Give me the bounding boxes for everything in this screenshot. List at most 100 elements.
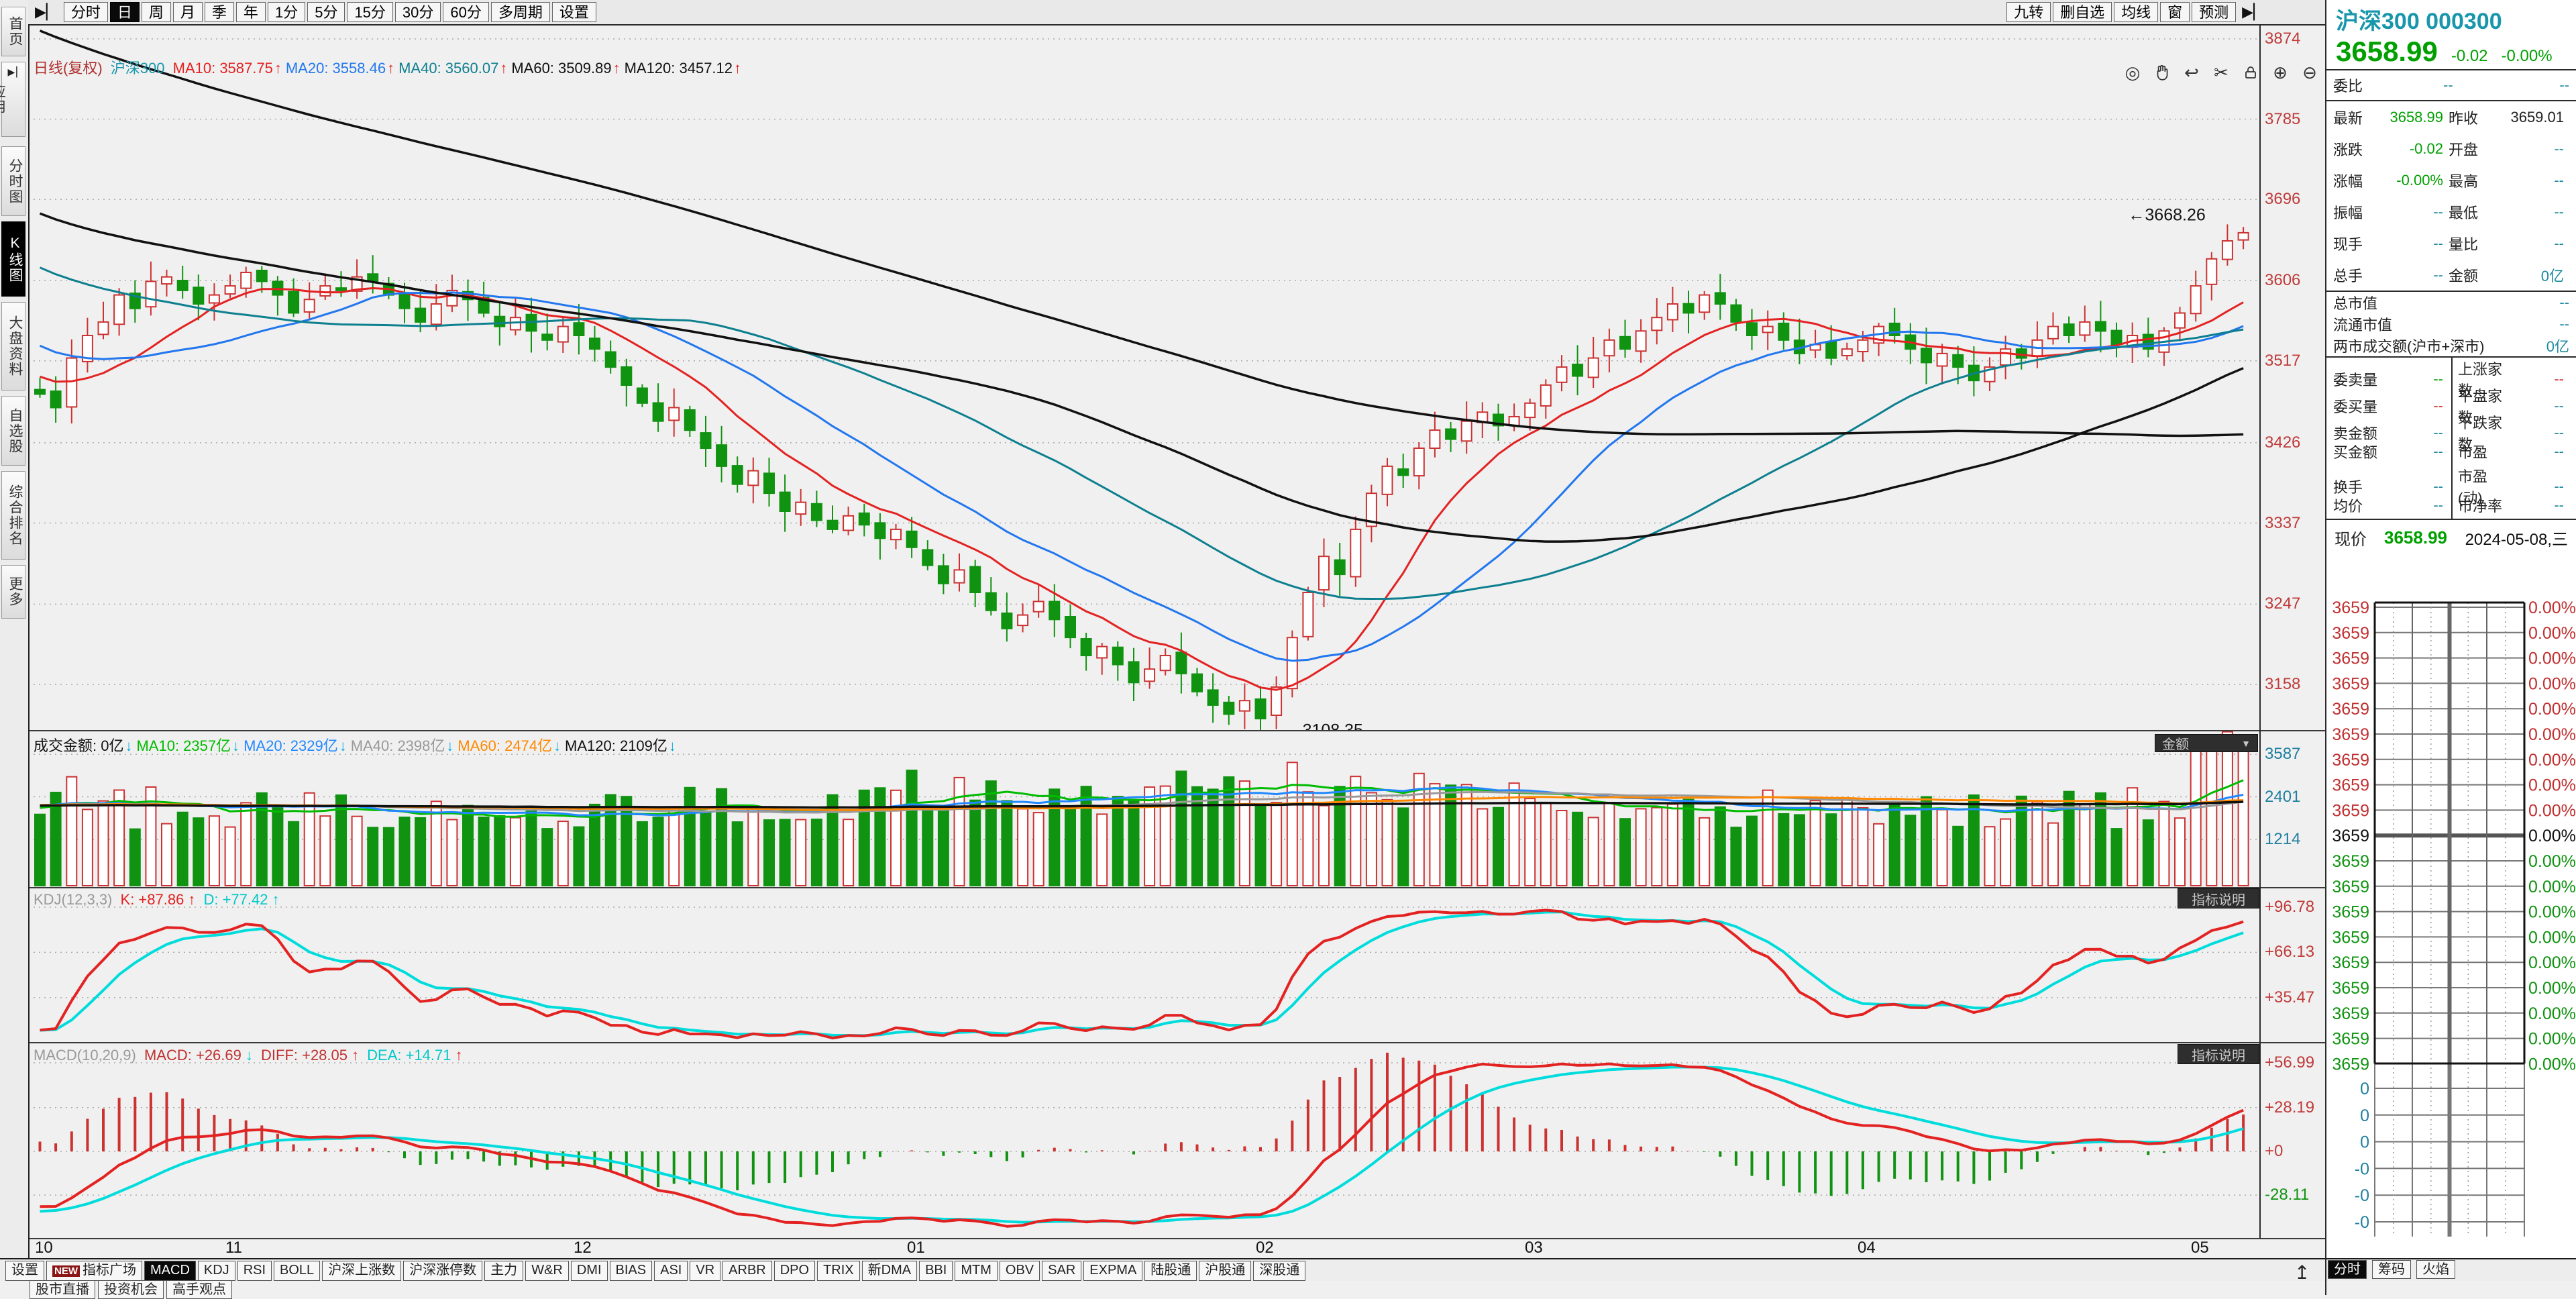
- quote-row: 卖金额 -- 下跌家数 --: [2333, 415, 2564, 453]
- hand-icon[interactable]: [2153, 63, 2171, 82]
- period-button-5分[interactable]: 5分: [307, 2, 345, 22]
- axis-tick-label: 1214: [2265, 830, 2301, 849]
- undo-icon[interactable]: ↩: [2184, 62, 2199, 83]
- macd-chart[interactable]: [28, 1042, 2259, 1238]
- kdj-pane-divider: [28, 887, 2325, 888]
- collapse-up-icon[interactable]: ↥: [2294, 1262, 2310, 1283]
- month-tick-10: 10: [35, 1239, 53, 1257]
- indicator-tab-ARBR[interactable]: ARBR: [722, 1261, 772, 1281]
- quote-panel: 沪深300 000300 3658.99 -0.02 -0.00% 委比 -- …: [2326, 0, 2576, 1258]
- last-price: 3658.99: [2336, 36, 2438, 67]
- zoom-in-icon[interactable]: ⊕: [2273, 62, 2288, 83]
- indicator-tab-SAR[interactable]: SAR: [1042, 1261, 1082, 1281]
- down-arrow-icon: ↓: [125, 737, 133, 754]
- volume-chart[interactable]: [28, 730, 2259, 887]
- secondary-tab-1[interactable]: 投资机会: [98, 1280, 164, 1299]
- eye-icon[interactable]: ◎: [2125, 62, 2141, 83]
- diff-value: DIFF: +28.05: [261, 1047, 348, 1063]
- svg-text:3659: 3659: [2332, 928, 2369, 947]
- scissors-icon[interactable]: ✂: [2214, 62, 2229, 83]
- indicator-tab-TRIX[interactable]: TRIX: [817, 1261, 860, 1281]
- svg-text:0.00%: 0.00%: [2528, 700, 2576, 719]
- svg-text:3659: 3659: [2332, 700, 2369, 719]
- sidebar-item-7[interactable]: 更多: [1, 565, 25, 619]
- period-button-季[interactable]: 季: [204, 2, 234, 22]
- indicator-tab-MTM[interactable]: MTM: [955, 1261, 998, 1281]
- sidebar-item-1[interactable]: ▶▏ 应用: [0, 62, 25, 137]
- period-button-15分[interactable]: 15分: [347, 2, 393, 22]
- indicator-tab-BOLL[interactable]: BOLL: [274, 1261, 321, 1281]
- axis-tick-label: -28.11: [2265, 1186, 2310, 1204]
- indicator-tab-OBV[interactable]: OBV: [999, 1261, 1040, 1281]
- indicator-tab-EXPMA[interactable]: EXPMA: [1083, 1261, 1143, 1281]
- period-button-日[interactable]: 日: [109, 2, 140, 22]
- tool-button-3[interactable]: 窗: [2160, 2, 2190, 22]
- kdj-chart[interactable]: [28, 887, 2259, 1042]
- quote-row: 买金额 -- 市盈 --: [2333, 443, 2564, 461]
- d-up-arrow-icon: ↑: [272, 891, 280, 908]
- secondary-tab-0[interactable]: 股市直播: [30, 1280, 95, 1299]
- period-button-月[interactable]: 月: [172, 2, 203, 22]
- indicator-tab-沪深上涨数[interactable]: 沪深上涨数: [322, 1261, 402, 1281]
- svg-text:0.00%: 0.00%: [2528, 852, 2576, 871]
- indicator-tab-新DMA[interactable]: 新DMA: [861, 1261, 918, 1281]
- indicator-tab-W&R[interactable]: W&R: [525, 1261, 569, 1281]
- indicator-tab-DPO[interactable]: DPO: [773, 1261, 816, 1281]
- indicator-tab-BIAS[interactable]: BIAS: [609, 1261, 653, 1281]
- period-button-1分[interactable]: 1分: [267, 2, 306, 22]
- volume-mode-dropdown[interactable]: 金额 ▼: [2155, 734, 2258, 752]
- jump-end-icon[interactable]: ▶▏: [2242, 3, 2265, 20]
- sidebar-item-2[interactable]: 分时图: [1, 146, 25, 216]
- indicator-tab-KDJ[interactable]: KDJ: [197, 1261, 235, 1281]
- indicator-tab-DMI[interactable]: DMI: [570, 1261, 608, 1281]
- indicator-tab-深股通[interactable]: 深股通: [1253, 1261, 1306, 1281]
- indicator-tab-MACD[interactable]: MACD: [144, 1261, 196, 1281]
- indicator-tab-陆股通[interactable]: 陆股通: [1144, 1261, 1197, 1281]
- tool-button-2[interactable]: 均线: [2114, 2, 2159, 22]
- period-button-设置[interactable]: 设置: [551, 2, 596, 22]
- indicator-tab-沪股通[interactable]: 沪股通: [1199, 1261, 1252, 1281]
- kdj-d-value: D: +77.42: [203, 891, 268, 908]
- period-button-30分[interactable]: 30分: [394, 2, 441, 22]
- axis-tick-label: 3426: [2265, 433, 2301, 452]
- indicator-tab-BBI[interactable]: BBI: [919, 1261, 953, 1281]
- period-button-分时[interactable]: 分时: [63, 2, 108, 22]
- xaxis-divider: [28, 1238, 2325, 1239]
- sidebar-item-4[interactable]: 大盘资料: [1, 302, 25, 391]
- tool-button-4[interactable]: 预测: [2192, 2, 2237, 22]
- tool-button-0[interactable]: 九转: [2006, 2, 2051, 22]
- sidebar-item-6[interactable]: 综合排名: [1, 471, 25, 560]
- period-button-年[interactable]: 年: [235, 2, 266, 22]
- quote-row: 涨幅 -0.00% 最高 --: [2333, 171, 2564, 190]
- corner-tab-筹码[interactable]: 筹码: [2372, 1260, 2411, 1279]
- tab-settings[interactable]: 设置: [5, 1261, 44, 1281]
- vol-legend-1: MA10: 2357亿: [136, 737, 231, 754]
- lock-icon[interactable]: [2241, 63, 2260, 82]
- kdj-info-button[interactable]: 指标说明: [2178, 888, 2259, 908]
- indicator-tab-沪深涨停数[interactable]: 沪深涨停数: [403, 1261, 483, 1281]
- corner-tab-分时[interactable]: 分时: [2328, 1260, 2367, 1279]
- main-kline-chart[interactable]: ←3108.35 ←3668.26: [28, 25, 2259, 730]
- period-button-60分[interactable]: 60分: [443, 2, 489, 22]
- sidebar-item-5[interactable]: 自选股: [1, 396, 25, 466]
- corner-tab-火焰[interactable]: 火焰: [2416, 1260, 2455, 1279]
- tool-button-1[interactable]: 删自选: [2053, 2, 2112, 22]
- macd-info-button[interactable]: 指标说明: [2178, 1044, 2259, 1064]
- period-button-周[interactable]: 周: [141, 2, 171, 22]
- indicator-tab-ASI[interactable]: ASI: [654, 1261, 688, 1281]
- tab-indicator-plaza[interactable]: NEW 指标广场: [46, 1261, 142, 1281]
- indicator-tab-VR[interactable]: VR: [690, 1261, 721, 1281]
- sidebar-item-0[interactable]: 首页: [1, 7, 25, 56]
- indicator-tab-主力[interactable]: 主力: [484, 1261, 524, 1281]
- jump-start-icon[interactable]: ▶▏: [35, 3, 58, 20]
- secondary-tab-2[interactable]: 高手观点: [166, 1280, 232, 1299]
- zoom-out-icon[interactable]: ⊖: [2302, 62, 2317, 83]
- period-button-多周期[interactable]: 多周期: [490, 2, 550, 22]
- kdj-legend: KDJ(12,3,3) K: +87.86 ↑ D: +77.42 ↑: [34, 891, 283, 908]
- down-arrow-icon: ↓: [668, 737, 676, 754]
- macd-pane-divider: [28, 1042, 2325, 1043]
- svg-text:3659: 3659: [2332, 650, 2369, 668]
- sidebar-item-3[interactable]: K线图: [1, 221, 25, 297]
- indicator-tab-RSI[interactable]: RSI: [237, 1261, 272, 1281]
- svg-text:0: 0: [2360, 1106, 2369, 1125]
